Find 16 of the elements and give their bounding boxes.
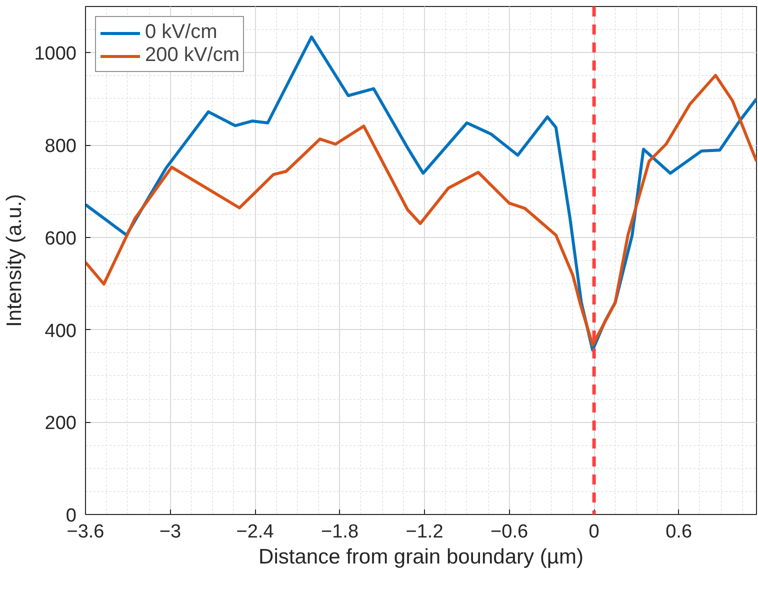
y-tick-label: 1000 [34, 44, 77, 65]
x-tick-label: −3 [159, 522, 182, 542]
x-tick-label: 0 [588, 522, 600, 542]
legend-label: 0 kV/cm [145, 21, 218, 44]
y-tick-label: 400 [44, 320, 76, 342]
legend-label: 200 kV/cm [145, 44, 240, 67]
y-tick-label: 600 [44, 228, 76, 250]
x-tick-label: −2.4 [236, 522, 274, 542]
y-tick-label: 200 [44, 413, 76, 434]
x-tick-label: −1.8 [321, 522, 359, 542]
x-axis-title: Distance from grain boundary (µm) [258, 546, 584, 568]
x-tick-label: 0.6 [666, 522, 692, 542]
x-tick-label: −0.6 [490, 522, 528, 542]
y-tick-label: 800 [44, 136, 76, 158]
x-tick-label: −1.2 [406, 522, 444, 542]
y-axis-title: Intensity (a.u.) [3, 194, 26, 328]
